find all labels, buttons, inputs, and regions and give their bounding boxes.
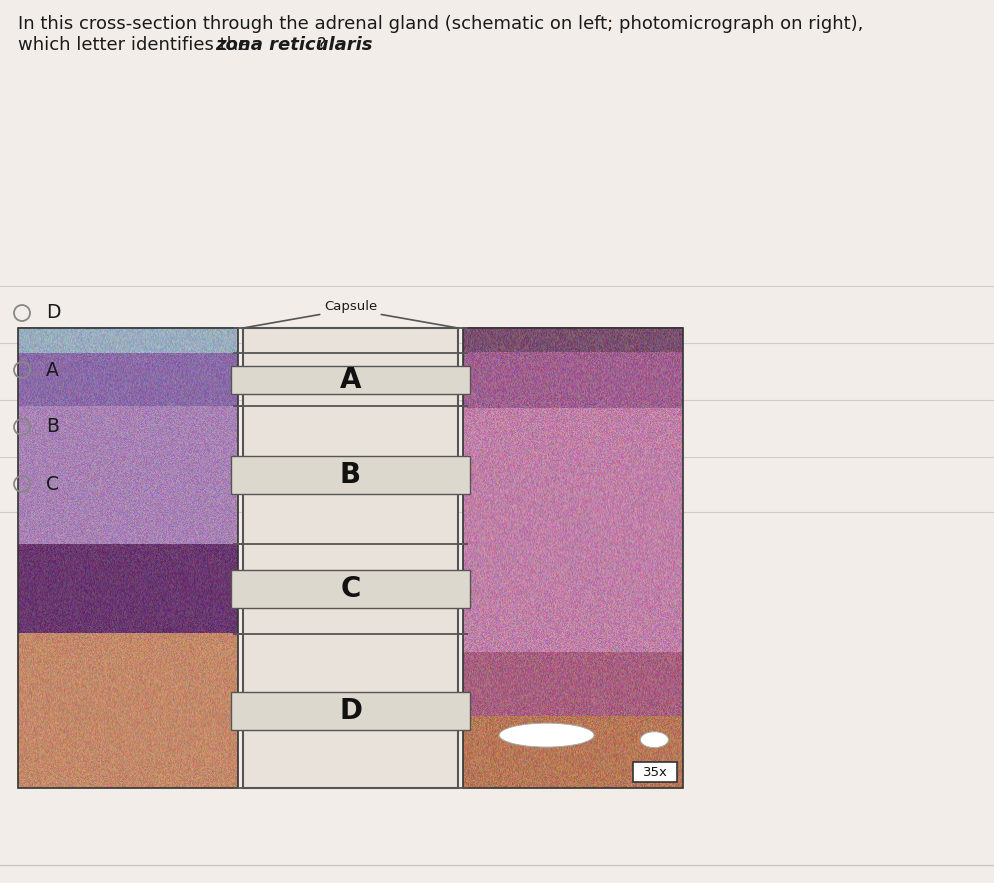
Text: zona reticularis: zona reticularis [215, 36, 373, 54]
Bar [463, 328, 683, 788]
Ellipse shape [640, 732, 668, 748]
Bar [243, 328, 458, 788]
Bar [231, 366, 470, 394]
Text: A: A [340, 366, 361, 394]
Text: D: D [46, 304, 61, 322]
Ellipse shape [499, 723, 594, 747]
Text: C: C [46, 474, 59, 494]
Text: A: A [46, 360, 59, 380]
Text: which letter identifies the: which letter identifies the [18, 36, 254, 54]
Bar [231, 457, 470, 494]
Text: D: D [339, 697, 362, 725]
Text: B: B [46, 418, 59, 436]
Text: 35x: 35x [642, 766, 667, 779]
Text: B: B [340, 461, 361, 489]
Text: ?: ? [317, 36, 326, 54]
Text: C: C [340, 575, 361, 603]
Text: Capsule: Capsule [324, 300, 377, 313]
Bar [633, 762, 677, 782]
Bar [231, 692, 470, 730]
Text: In this cross-section through the adrenal gland (schematic on left; photomicrogr: In this cross-section through the adrena… [18, 15, 864, 33]
Bar [231, 570, 470, 608]
Bar [18, 328, 238, 788]
